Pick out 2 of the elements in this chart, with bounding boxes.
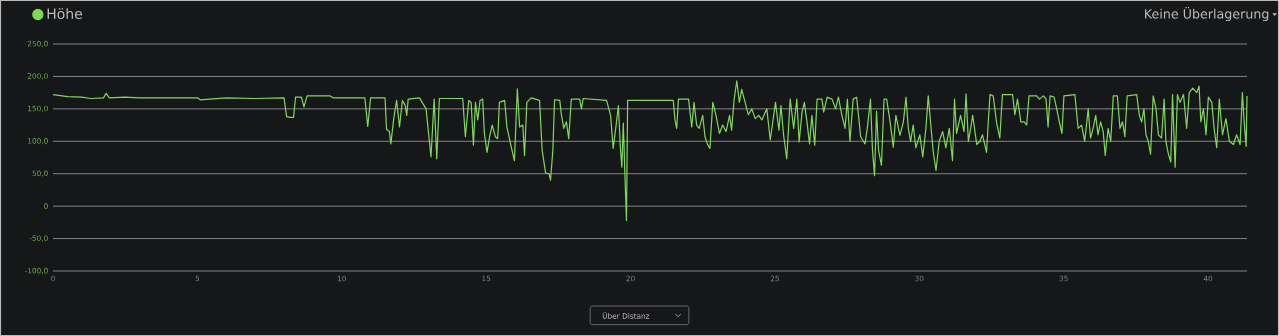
legend-label: Höhe	[47, 8, 83, 19]
text: Keine Überlagerung	[1145, 6, 1269, 22]
